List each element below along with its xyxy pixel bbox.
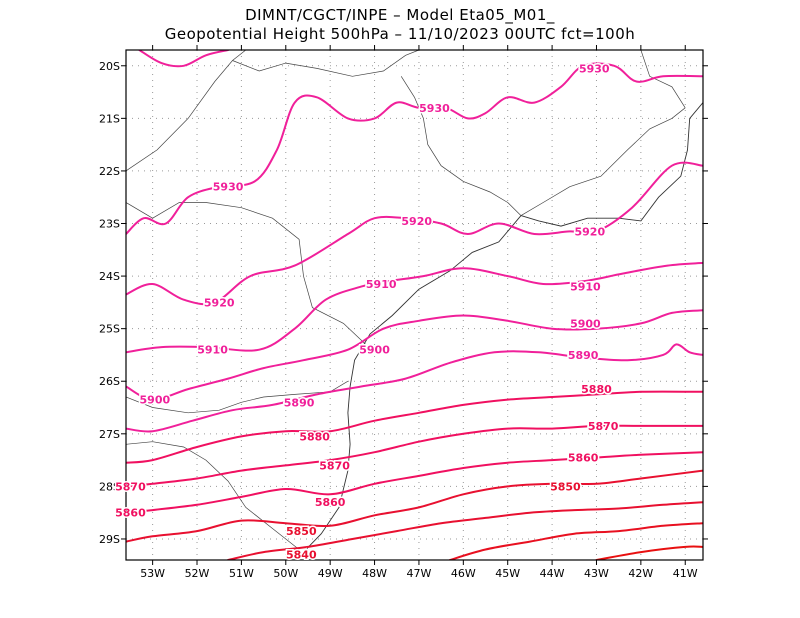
- coastline: [294, 215, 522, 560]
- contour-label: 5900: [359, 344, 390, 357]
- contour-label: 5870: [115, 480, 146, 493]
- contour-label: 5890: [284, 396, 315, 409]
- contour-label: 5900: [570, 317, 601, 330]
- contour-label: 5930: [419, 102, 450, 115]
- contour-label: 5870: [319, 459, 350, 472]
- contour-label: 5900: [140, 394, 171, 407]
- contour-label: 5860: [115, 507, 146, 520]
- x-tick-label: 43W: [584, 567, 609, 580]
- contour-lines: [126, 50, 703, 560]
- contour-label: 5910: [197, 344, 228, 357]
- y-tick-label: 23S: [99, 218, 120, 231]
- contour-label: 5910: [366, 278, 397, 291]
- contour-label: 5850: [550, 480, 581, 493]
- contour-label: 5860: [568, 451, 599, 464]
- x-tick-label: 50W: [273, 567, 298, 580]
- x-tick-label: 44W: [540, 567, 565, 580]
- contour-labels: 5930 5930 5930 5920 5920 5920 5910 5910 5910 5900…: [114, 61, 621, 563]
- contour-label: 5920: [401, 215, 432, 228]
- y-tick-label: 29S: [99, 533, 120, 546]
- contour-label: 5920: [204, 296, 235, 309]
- y-tick-label: 28S: [99, 480, 120, 493]
- x-tick-label: 47W: [407, 567, 432, 580]
- contour-line-5830: [449, 522, 703, 560]
- contour-line-5930: [126, 62, 703, 235]
- contour-line-5900: [126, 309, 703, 401]
- contour-label: 5850: [286, 525, 317, 538]
- y-tick-label: 27S: [99, 428, 120, 441]
- contour-line-5910: [126, 261, 703, 354]
- contour-label: 5890: [568, 349, 599, 362]
- geography-lines: [126, 50, 703, 560]
- contour-label: 5920: [575, 225, 606, 238]
- x-tick-label: 41W: [673, 567, 698, 580]
- chart-title-line-2: Geopotential Height 500hPa – 11/10/2023 …: [164, 25, 636, 43]
- state-border: [126, 380, 349, 414]
- contour-line-5820: [595, 545, 703, 560]
- contour-line-5850: [126, 469, 703, 543]
- chart-title-line-1: DIMNT/CGCT/INPE – Model Eta05_M01_: [245, 6, 555, 24]
- state-border: [400, 76, 522, 216]
- x-tick-label: 53W: [140, 567, 165, 580]
- y-tick-label: 25S: [99, 323, 120, 336]
- contour-label: 5930: [579, 62, 610, 75]
- contour-line-5860: [126, 451, 703, 514]
- y-tick-label: 24S: [99, 270, 120, 283]
- x-tick-label: 48W: [362, 567, 387, 580]
- state-border: [640, 50, 686, 108]
- y-tick-label: 21S: [99, 112, 120, 125]
- contour-label: 5910: [570, 281, 601, 294]
- contour-line-5880: [126, 390, 703, 464]
- contour-label: 5930: [213, 181, 244, 194]
- contour-line-5840: [227, 501, 703, 560]
- x-tick-label: 51W: [229, 567, 254, 580]
- x-tick-label: 46W: [451, 567, 476, 580]
- state-border: [126, 202, 366, 345]
- contour-label: 5870: [588, 420, 619, 433]
- contour-label: 5840: [286, 549, 317, 562]
- x-tick-label: 42W: [628, 567, 653, 580]
- coastline: [520, 102, 703, 227]
- contour-label: 5880: [581, 383, 612, 396]
- state-border: [232, 50, 420, 77]
- state-border: [126, 441, 300, 550]
- y-tick-label: 22S: [99, 165, 120, 178]
- x-tick-label: 45W: [495, 567, 520, 580]
- axis-ticks: 53W 52W 51W 50W 49W 48W 47W 46W 45W 44W 43W 42W 41W 2…: [99, 45, 708, 580]
- plot-frame: [125, 49, 704, 561]
- state-border: [126, 50, 247, 172]
- x-tick-label: 49W: [318, 567, 343, 580]
- contour-line-5930: [138, 50, 230, 68]
- state-border: [520, 107, 686, 216]
- contour-label: 5860: [315, 496, 346, 509]
- contour-line-5870: [126, 424, 703, 488]
- contour-label: 5880: [299, 430, 330, 443]
- contour-line-5920: [126, 161, 703, 306]
- x-tick-label: 52W: [185, 567, 210, 580]
- y-tick-label: 26S: [99, 375, 120, 388]
- contour-line-5890: [126, 343, 703, 433]
- y-tick-label: 20S: [99, 60, 120, 73]
